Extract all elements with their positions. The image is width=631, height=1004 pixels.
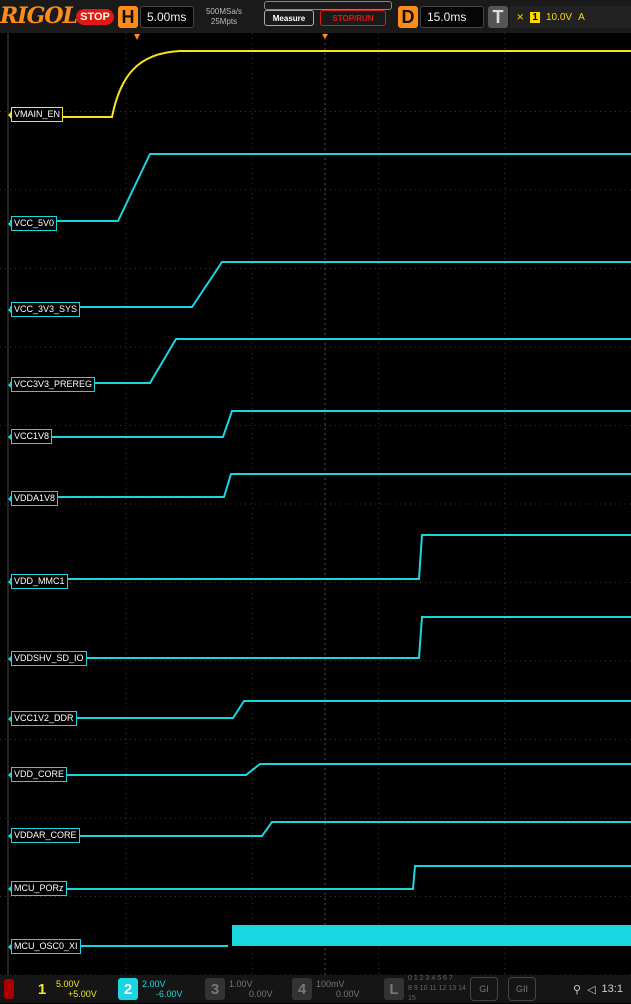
channel-label-vcc1v8[interactable]: VCC1V8 (7, 429, 53, 444)
trace-vddar_core (10, 821, 631, 837)
graticule (0, 33, 631, 975)
channel-label-vcc_3v3_sys[interactable]: VCC_3V3_SYS (7, 302, 81, 317)
speaker-icon: ◁ (587, 983, 596, 996)
trigger-edge-icon: ⨯ (516, 11, 525, 23)
usb-icon: ⚲ (573, 983, 582, 996)
sample-rate: 500MSa/s (205, 7, 243, 16)
logic-key: L (384, 978, 404, 1000)
channel-label-mcu_osc0_xi[interactable]: MCU_OSC0_XI (8, 939, 81, 954)
channel4-settings[interactable]: 4 100mV 0.00V (292, 977, 376, 1001)
system-tray: ⚲ ◁ 13:1 (573, 977, 623, 1001)
bottom-channel-bar: 1 5.00V +5.00V 2 2.00V -6.00V 3 1.00V 0.… (0, 975, 631, 1003)
channel-label-vdd_mmc1[interactable]: VDD_MMC1 (8, 574, 68, 589)
channel1-scale: 5.00V (56, 979, 80, 989)
trace-vmain_en (10, 50, 631, 118)
delay-value[interactable]: 15.0ms (420, 6, 484, 28)
generator1-button[interactable]: GI (470, 977, 498, 1001)
channel3-number: 3 (205, 978, 225, 1000)
trace-vcc3v3_prereg (10, 338, 631, 384)
channel4-offset: 0.00V (336, 989, 360, 999)
clock: 13:1 (601, 983, 623, 995)
channel1-settings[interactable]: 1 5.00V +5.00V (32, 977, 116, 1001)
channel-label-vdda1v8[interactable]: VDDA1V8 (7, 491, 59, 506)
channel-label-vcc3v3_prereg[interactable]: VCC3V3_PREREG (7, 377, 96, 392)
delay-key[interactable]: D (398, 6, 418, 28)
acquisition-info: 500MSa/s 25Mpts (196, 6, 252, 28)
trace-vdd_mmc1 (10, 534, 631, 580)
power-icon[interactable] (4, 977, 14, 1001)
trigger-mode: A (578, 11, 585, 23)
logic-analyzer-settings[interactable]: L 0 1 2 3 4 5 6 7 8 9 10 11 12 13 14 15 (384, 975, 474, 1002)
trace-vcc1v8 (10, 410, 631, 438)
trace-vdd_core (10, 763, 631, 776)
channel-label-vddar_core[interactable]: VDDAR_CORE (8, 828, 80, 843)
trigger-settings[interactable]: ⨯ 1 10.0V A (510, 6, 631, 28)
timebase-value[interactable]: 5.00ms (140, 6, 194, 28)
logic-bits-high: 8 9 10 11 12 13 14 15 (408, 985, 466, 1002)
channel3-offset: 0.00V (249, 989, 273, 999)
trace-vcc_5v0 (10, 153, 631, 222)
channel1-offset: +5.00V (68, 989, 97, 999)
channel3-scale: 1.00V (229, 979, 253, 989)
channel4-number: 4 (292, 978, 312, 1000)
trigger-source: 1 (530, 11, 540, 23)
top-status-bar: RIGOL STOP H 5.00ms 500MSa/s 25Mpts Meas… (0, 0, 631, 33)
trace-mcu_osc0_xi-clock-band (232, 925, 631, 946)
rigol-logo: RIGOL (0, 3, 78, 29)
channel2-offset: -6.00V (156, 989, 183, 999)
channel4-scale: 100mV (316, 979, 345, 989)
measure-button[interactable]: Measure (264, 10, 314, 26)
trace-vcc_3v3_sys (10, 261, 631, 308)
logic-bits-low: 0 1 2 3 4 5 6 7 (408, 975, 453, 982)
run-state-badge[interactable]: STOP (76, 9, 114, 25)
channel-label-vcc1v2_ddr[interactable]: VCC1V2_DDR (8, 711, 77, 726)
waveform-overview (264, 1, 392, 10)
channel2-number: 2 (118, 978, 138, 1000)
horizontal-key[interactable]: H (118, 6, 138, 28)
trace-vddshv_sd_io (10, 616, 631, 659)
generator2-label: GII (515, 984, 528, 994)
traces (10, 50, 631, 947)
channel-label-vdd_core[interactable]: VDD_CORE (7, 767, 68, 782)
channel1-number: 1 (37, 980, 47, 998)
channel2-scale: 2.00V (142, 979, 166, 989)
channel2-settings[interactable]: 2 2.00V -6.00V (118, 977, 202, 1001)
generator1-label: GI (479, 984, 489, 994)
trace-mcu_porz (10, 865, 631, 890)
channel-label-vcc_5v0[interactable]: VCC_5V0 (7, 216, 58, 231)
trigger-level: 10.0V (545, 11, 573, 23)
trigger-key[interactable]: T (488, 6, 508, 28)
generator2-button[interactable]: GII (508, 977, 536, 1001)
trace-vdda1v8 (10, 473, 631, 498)
trace-vcc1v2_ddr (10, 700, 631, 719)
channel-label-vddshv_sd_io[interactable]: VDDSHV_SD_IO (8, 651, 87, 666)
memory-depth: 25Mpts (210, 17, 238, 26)
channel-label-vmain_en[interactable]: VMAIN_EN (7, 107, 64, 122)
channel3-settings[interactable]: 3 1.00V 0.00V (205, 977, 289, 1001)
waveform-display[interactable] (0, 33, 631, 975)
channel-label-mcu_porz[interactable]: MCU_PORz (8, 881, 67, 896)
stop-run-button[interactable]: STOP/RUN (320, 10, 386, 26)
